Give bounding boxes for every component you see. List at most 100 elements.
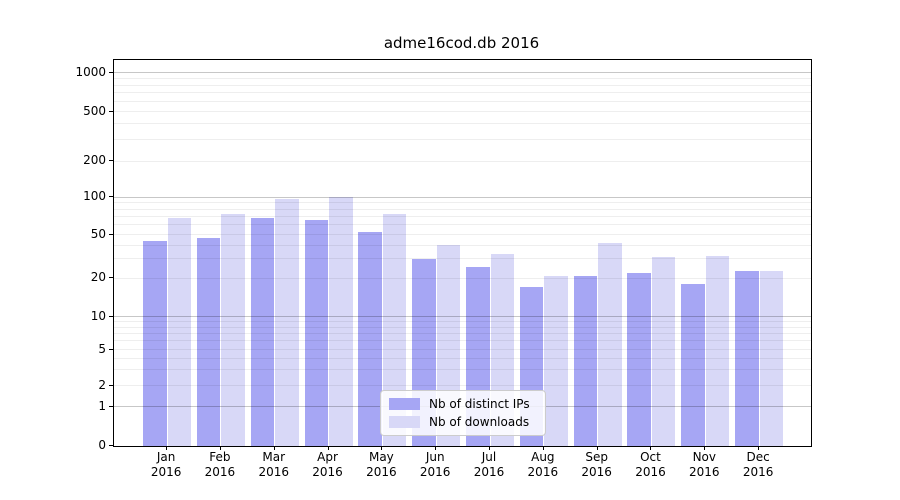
- x-tick-label-jul: Jul 2016: [473, 450, 505, 479]
- gridline-minor-700: [114, 92, 811, 94]
- gridline-minor-500: [114, 111, 811, 112]
- gridline-minor-400: [114, 123, 811, 125]
- chart-title: adme16cod.db 2016: [383, 34, 540, 52]
- gridline-minor-90: [114, 202, 811, 204]
- y-tick-label-20: 20: [90, 270, 106, 284]
- x-axis-tick-dec: [758, 446, 760, 450]
- gridline-minor-800: [114, 84, 811, 86]
- bar-downloads-oct: [651, 257, 676, 446]
- bar-distinct-ips-nov: [681, 283, 705, 446]
- x-axis-tick-jun: [435, 446, 437, 450]
- gridline-minor-600: [114, 100, 811, 102]
- legend-swatch-downloads-icon: [389, 416, 420, 428]
- gridline-minor-20: [114, 277, 811, 279]
- gridline-minor-9: [114, 321, 811, 323]
- legend-item-distinct-ips: Nb of distinct IPs: [389, 396, 537, 412]
- gridline-minor-60: [114, 224, 811, 226]
- gridline-minor-3: [114, 369, 811, 371]
- x-tick-label-may: May 2016: [366, 450, 397, 479]
- bar-distinct-ips-dec: [735, 271, 759, 446]
- gridline-minor-70: [114, 215, 811, 217]
- y-axis-tick-200: [109, 160, 113, 161]
- x-axis-tick-may: [381, 446, 383, 450]
- y-axis-tick-0: [109, 445, 113, 446]
- y-axis-tick-5: [109, 348, 113, 350]
- x-tick-label-jan: Jan 2016: [150, 450, 182, 479]
- y-axis-tick-10: [109, 315, 113, 317]
- gridline-minor-40: [114, 244, 811, 246]
- gridline-minor-300: [114, 138, 811, 140]
- x-axis-tick-jan: [166, 446, 168, 450]
- x-tick-label-sep: Sep 2016: [581, 450, 612, 479]
- y-tick-label-200: 200: [83, 153, 106, 167]
- gridline-minor-900: [114, 77, 811, 79]
- gridline-major-100: [114, 196, 811, 198]
- bar-downloads-sep: [598, 242, 622, 446]
- x-tick-label-apr: Apr 2016: [312, 450, 343, 479]
- y-tick-label-1000: 1000: [75, 64, 106, 79]
- bar-downloads-aug: [544, 275, 568, 446]
- y-tick-label-1: 1: [98, 398, 106, 413]
- x-tick-label-jun: Jun 2016: [419, 450, 451, 479]
- y-axis-tick-50: [109, 233, 113, 235]
- x-axis-tick-oct: [650, 446, 652, 450]
- bar-distinct-ips-may: [358, 232, 382, 446]
- x-tick-label-nov: Nov 2016: [689, 450, 720, 479]
- bar-distinct-ips-apr: [304, 220, 329, 446]
- y-tick-label-100: 100: [83, 189, 106, 203]
- plot-area: [113, 59, 812, 447]
- y-tick-label-2: 2: [98, 377, 106, 392]
- y-axis-tick-1: [109, 405, 113, 407]
- gridline-minor-80: [114, 208, 811, 210]
- x-axis-tick-mar: [273, 446, 275, 450]
- x-tick-label-feb: Feb 2016: [204, 450, 236, 479]
- bar-distinct-ips-sep: [573, 275, 598, 446]
- x-tick-label-aug: Aug 2016: [527, 450, 559, 479]
- y-tick-label-500: 500: [83, 103, 106, 118]
- gridline-minor-4: [114, 357, 811, 359]
- y-axis-tick-20: [109, 277, 113, 278]
- x-tick-label-dec: Dec 2016: [742, 450, 774, 479]
- legend: Nb of distinct IPs Nb of downloads: [380, 390, 546, 436]
- x-axis-tick-jul: [489, 446, 491, 450]
- gridline-minor-50: [114, 234, 811, 235]
- y-axis-tick-2: [109, 384, 113, 386]
- gridline-major-1000: [114, 72, 811, 73]
- gridline-major-10: [114, 316, 811, 317]
- x-axis-tick-aug: [542, 446, 544, 450]
- bar-downloads-feb: [221, 214, 245, 446]
- legend-label-downloads: Nb of downloads: [429, 415, 530, 429]
- bar-downloads-nov: [705, 255, 730, 446]
- y-axis-tick-500: [109, 110, 113, 112]
- legend-swatch-distinct-ips-icon: [389, 398, 420, 410]
- bar-downloads-mar: [275, 198, 299, 446]
- x-axis-tick-sep: [596, 446, 598, 450]
- bar-downloads-apr: [329, 197, 353, 446]
- bar-distinct-ips-jan: [143, 240, 167, 446]
- x-tick-label-oct: Oct 2016: [635, 450, 666, 479]
- gridline-minor-2: [114, 385, 811, 386]
- y-axis-tick-1000: [109, 71, 113, 73]
- bar-distinct-ips-oct: [627, 273, 651, 446]
- x-tick-label-mar: Mar 2016: [258, 450, 289, 479]
- gridline-minor-6: [114, 340, 811, 342]
- y-tick-label-0: 0: [98, 438, 106, 452]
- legend-item-downloads: Nb of downloads: [389, 414, 537, 430]
- x-axis-tick-nov: [704, 446, 706, 450]
- bar-downloads-jan: [167, 217, 192, 446]
- gridline-minor-200: [114, 160, 811, 162]
- gridline-minor-7: [114, 332, 811, 334]
- y-axis-tick-100: [109, 196, 113, 197]
- bar-distinct-ips-feb: [196, 238, 221, 446]
- y-tick-label-10: 10: [90, 308, 106, 323]
- x-axis-tick-apr: [327, 446, 329, 450]
- gridline-minor-30: [114, 258, 811, 260]
- gridline-minor-8: [114, 326, 811, 328]
- x-axis-tick-feb: [219, 446, 221, 450]
- bar-downloads-may: [382, 214, 407, 446]
- legend-label-distinct-ips: Nb of distinct IPs: [429, 397, 530, 411]
- bar-downloads-dec: [759, 271, 784, 446]
- y-tick-label-5: 5: [98, 341, 106, 356]
- y-tick-label-50: 50: [90, 226, 106, 241]
